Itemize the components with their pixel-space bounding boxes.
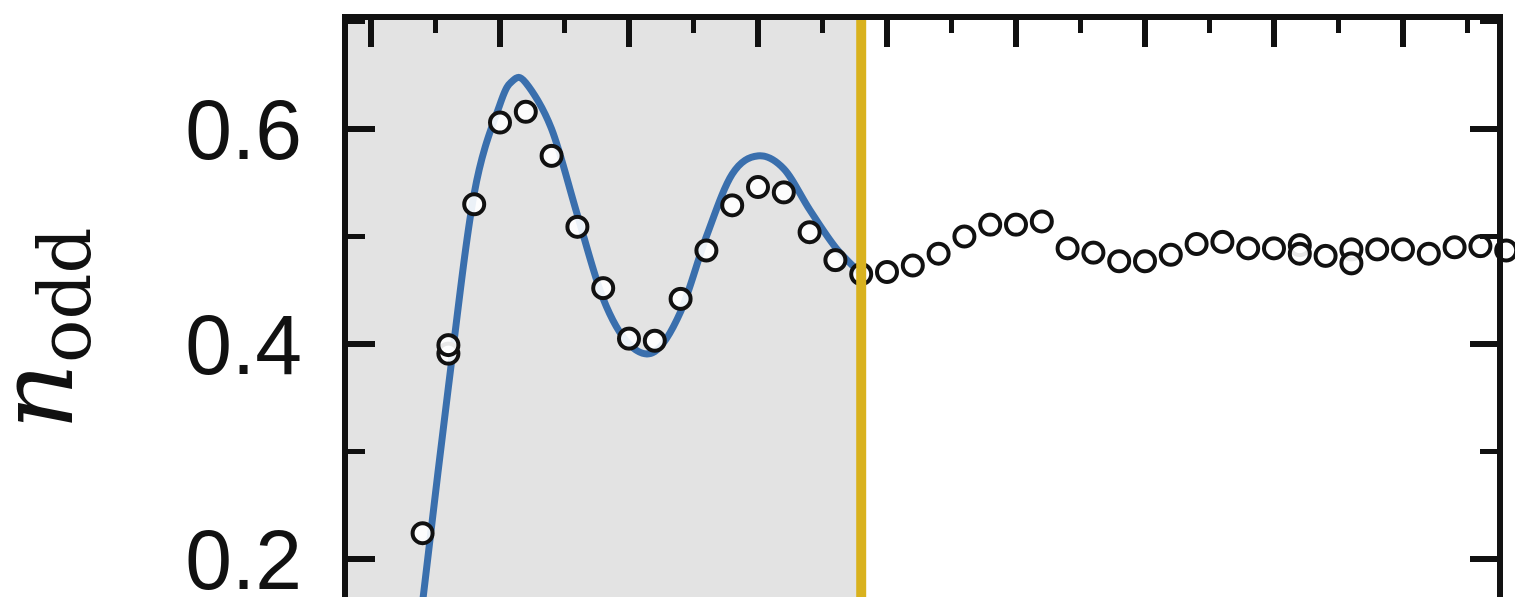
data-point [1004,212,1028,237]
data-point [617,326,641,351]
data-point [591,276,616,301]
y-tick-label: 0.6 [185,83,302,177]
data-point [1210,229,1235,254]
data-point [1236,236,1261,261]
axis-labels: 0.6 0.4 0.2 [185,83,302,597]
data-point [900,253,925,278]
data-point [1133,249,1157,274]
data-point [926,241,951,266]
data-point [823,248,848,273]
chart-marks [410,17,1515,597]
data-point [1468,234,1493,259]
data-point [1262,236,1286,261]
axes [342,14,1503,597]
data-point [978,212,1003,237]
data-point [668,286,693,311]
data-point [1158,242,1183,267]
data-point [1107,249,1132,274]
data-point [1029,209,1054,234]
data-point [436,333,461,358]
data-point [1339,251,1364,276]
data-point [1365,237,1390,262]
data-point [875,259,899,284]
y-axis-title: nodd [0,227,107,430]
y-tick-label: 0.4 [185,298,302,392]
data-point [694,238,719,263]
data-point [539,143,564,168]
data-point [952,224,977,249]
data-point [797,220,822,245]
y-tick-label: 0.2 [185,513,302,597]
data-point [462,192,487,217]
data-point [1055,236,1080,261]
data-point [1081,240,1106,265]
data-point [720,193,745,218]
data-point [1442,235,1467,260]
data-point [565,214,590,239]
data-point [488,110,512,135]
data-point [1184,232,1209,257]
data-point [1391,237,1415,262]
data-point [410,521,435,546]
data-point [771,180,796,205]
data-point [746,175,770,200]
data-point [513,99,538,124]
y-axis-title-text: nodd [0,227,107,430]
data-point [1287,241,1312,266]
data-point [642,328,667,353]
data-point [1416,241,1441,266]
data-point [1313,243,1338,268]
